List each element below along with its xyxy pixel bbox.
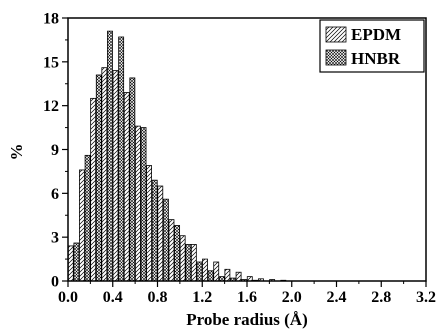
bar-hnbr-10 bbox=[185, 244, 192, 282]
x-axis-title: Probe radius (Å) bbox=[186, 310, 308, 329]
bar-hnbr-5 bbox=[129, 77, 136, 282]
bar-epdm-12 bbox=[202, 258, 208, 282]
bar-epdm-1 bbox=[79, 169, 85, 282]
bar-hnbr-8 bbox=[162, 198, 169, 282]
x-tick-label: 0.4 bbox=[103, 289, 123, 306]
bar-hnbr-11 bbox=[196, 261, 203, 282]
bar-epdm-7 bbox=[146, 165, 153, 282]
bar-epdm-5 bbox=[123, 92, 130, 282]
x-tick-label: 2.0 bbox=[282, 289, 302, 306]
bar-epdm-6 bbox=[134, 125, 141, 282]
bar-epdm-2 bbox=[90, 97, 97, 282]
bar-hnbr-2 bbox=[95, 74, 102, 282]
y-tick-label: 18 bbox=[43, 11, 59, 28]
bar-hnbr-7 bbox=[151, 179, 158, 282]
bar-epdm-10 bbox=[179, 235, 186, 282]
y-tick-label: 12 bbox=[43, 98, 59, 115]
bar-hnbr-4 bbox=[118, 36, 125, 282]
y-tick-label: 6 bbox=[51, 186, 59, 203]
x-tick-label: 0.0 bbox=[58, 289, 78, 306]
bar-epdm-15 bbox=[235, 271, 242, 282]
x-axis-ticks: 0.0 0.4 0.8 1.2 1.6 2.0 2.4 2.8 3.2 bbox=[58, 281, 436, 306]
legend-label-epdm: EPDM bbox=[351, 25, 401, 44]
bar-epdm-11 bbox=[190, 244, 197, 282]
legend-swatch-epdm bbox=[325, 26, 347, 43]
x-tick-label: 1.2 bbox=[192, 289, 212, 306]
x-tick-label: 1.6 bbox=[237, 289, 257, 306]
bar-hnbr-3 bbox=[107, 30, 113, 282]
x-tick-label: 0.8 bbox=[148, 289, 168, 306]
bar-epdm-9 bbox=[168, 219, 175, 282]
bar-epdm-8 bbox=[157, 185, 164, 282]
y-tick-label: 0 bbox=[51, 274, 59, 291]
bar-hnbr-9 bbox=[174, 225, 181, 282]
y-tick-label: 15 bbox=[43, 54, 59, 71]
x-tick-label: 3.2 bbox=[416, 289, 436, 306]
y-tick-label: 3 bbox=[51, 230, 59, 247]
x-tick-label: 2.4 bbox=[327, 289, 347, 306]
bar-epdm-4 bbox=[112, 70, 119, 282]
bar-hnbr-0 bbox=[73, 242, 80, 282]
bar-epdm-3 bbox=[101, 67, 108, 282]
legend: EPDM HNBR bbox=[319, 19, 425, 73]
bar-hnbr-1 bbox=[84, 154, 91, 282]
legend-label-hnbr: HNBR bbox=[351, 49, 401, 68]
bar-epdm-14 bbox=[224, 268, 231, 282]
bar-epdm-0 bbox=[67, 245, 74, 282]
bar-hnbr-6 bbox=[140, 127, 147, 282]
y-tick-label: 9 bbox=[51, 142, 59, 159]
bar-hnbr-12 bbox=[207, 270, 214, 282]
y-axis-ticks: 0 3 6 9 12 15 18 bbox=[43, 11, 68, 291]
x-tick-label: 2.8 bbox=[371, 289, 391, 306]
bars-group bbox=[67, 30, 287, 282]
legend-swatch-hnbr bbox=[325, 49, 347, 66]
y-axis-title: % bbox=[7, 144, 26, 161]
bar-epdm-13 bbox=[213, 261, 220, 282]
